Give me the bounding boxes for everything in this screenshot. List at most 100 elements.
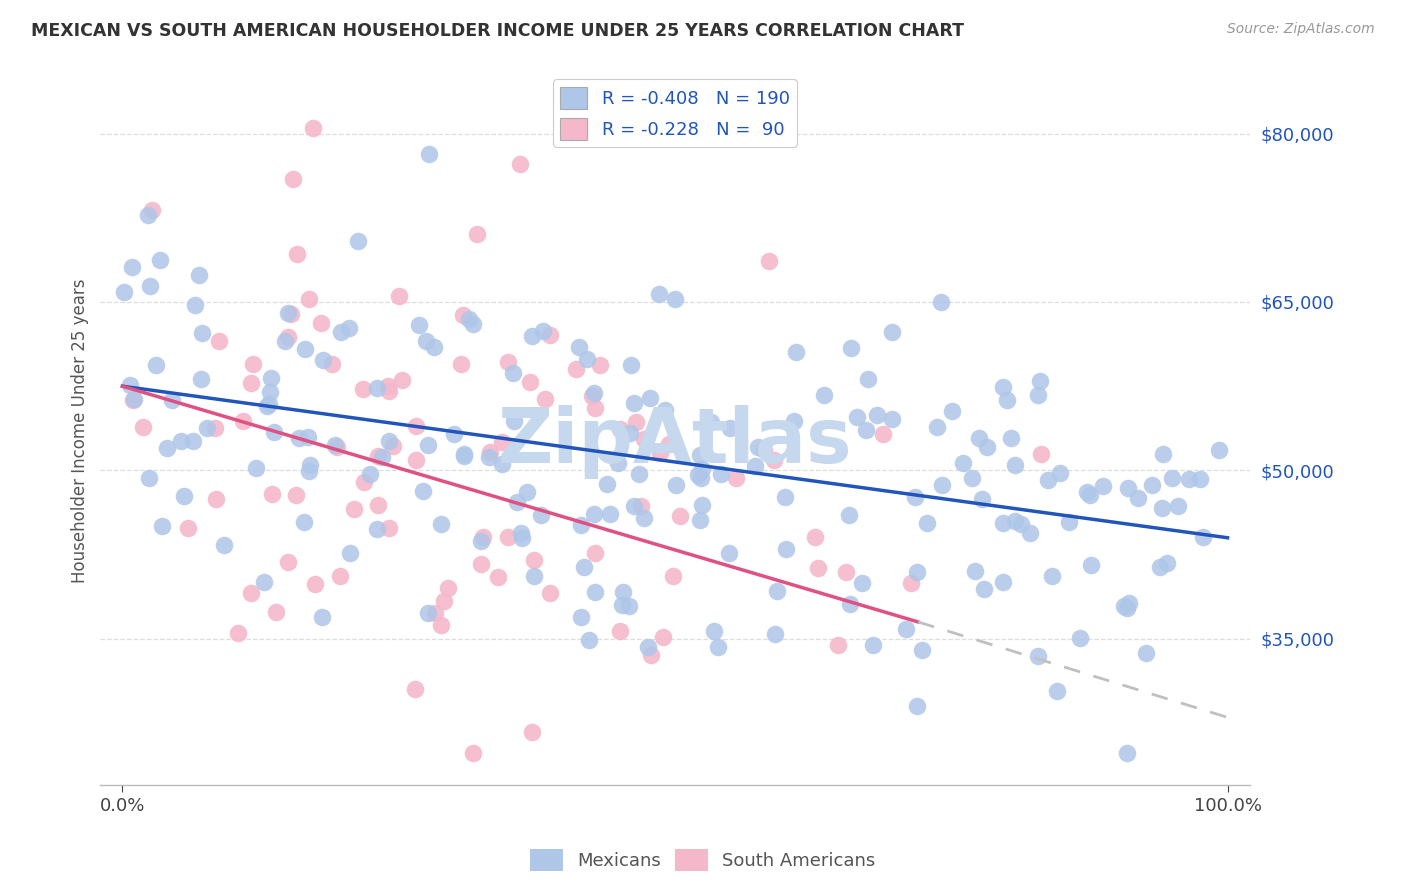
Point [121, 392, 143, 407]
Point [239, 376, 262, 390]
Point [633, 432, 655, 446]
Point [177, 521, 200, 535]
Point [976, 440, 998, 454]
Point [378, 384, 401, 398]
Point [323, 438, 346, 452]
Point [1189, 472, 1212, 486]
Point [872, 426, 894, 441]
Point [430, 618, 453, 632]
Point [112, 285, 135, 299]
Point [274, 334, 297, 348]
Point [952, 456, 974, 470]
Point [628, 467, 651, 481]
Point [443, 426, 465, 441]
Point [405, 452, 427, 467]
Point [582, 386, 605, 401]
Point [583, 584, 606, 599]
Point [706, 640, 728, 654]
Point [139, 278, 162, 293]
Point [835, 566, 858, 580]
Point [851, 576, 873, 591]
Point [911, 642, 934, 657]
Text: ZipAtlas: ZipAtlas [498, 405, 852, 479]
Point [654, 403, 676, 417]
Point [931, 294, 953, 309]
Point [564, 362, 586, 376]
Point [623, 396, 645, 410]
Point [298, 464, 321, 478]
Point [855, 423, 877, 437]
Point [1156, 556, 1178, 570]
Point [612, 585, 634, 599]
Point [991, 380, 1014, 394]
Point [583, 401, 606, 415]
Point [458, 312, 481, 326]
Point [312, 352, 335, 367]
Point [329, 325, 352, 339]
Point [472, 530, 495, 544]
Point [491, 458, 513, 472]
Point [620, 359, 643, 373]
Point [1152, 447, 1174, 461]
Point [1116, 600, 1139, 615]
Point [1192, 530, 1215, 544]
Point [967, 431, 990, 445]
Point [412, 484, 434, 499]
Point [648, 287, 671, 301]
Point [839, 341, 862, 355]
Point [423, 606, 446, 620]
Point [1004, 515, 1026, 529]
Point [838, 508, 860, 522]
Point [609, 624, 631, 638]
Point [453, 449, 475, 463]
Point [325, 440, 347, 454]
Point [122, 392, 145, 406]
Point [599, 508, 621, 522]
Point [1149, 559, 1171, 574]
Point [160, 392, 183, 407]
Point [239, 585, 262, 599]
Point [510, 526, 533, 541]
Point [1078, 488, 1101, 502]
Point [1150, 500, 1173, 515]
Point [623, 499, 645, 513]
Point [689, 513, 711, 527]
Point [121, 260, 143, 274]
Point [378, 521, 401, 535]
Point [404, 681, 426, 696]
Point [583, 546, 606, 560]
Point [433, 594, 456, 608]
Point [294, 342, 316, 356]
Point [665, 478, 688, 492]
Point [637, 640, 659, 655]
Point [752, 443, 775, 458]
Point [232, 414, 254, 428]
Point [766, 583, 789, 598]
Point [523, 552, 546, 566]
Point [496, 354, 519, 368]
Point [610, 598, 633, 612]
Point [451, 308, 474, 322]
Point [1069, 631, 1091, 645]
Point [418, 146, 440, 161]
Point [297, 430, 319, 444]
Point [371, 450, 394, 464]
Point [1038, 473, 1060, 487]
Point [775, 542, 797, 557]
Point [1167, 499, 1189, 513]
Point [367, 449, 389, 463]
Point [1010, 516, 1032, 531]
Point [689, 471, 711, 485]
Point [367, 498, 389, 512]
Point [569, 518, 592, 533]
Point [1049, 466, 1071, 480]
Point [381, 439, 404, 453]
Point [280, 307, 302, 321]
Point [264, 605, 287, 619]
Point [904, 490, 927, 504]
Point [260, 487, 283, 501]
Point [188, 268, 211, 283]
Point [519, 375, 541, 389]
Point [450, 357, 472, 371]
Point [298, 458, 321, 472]
